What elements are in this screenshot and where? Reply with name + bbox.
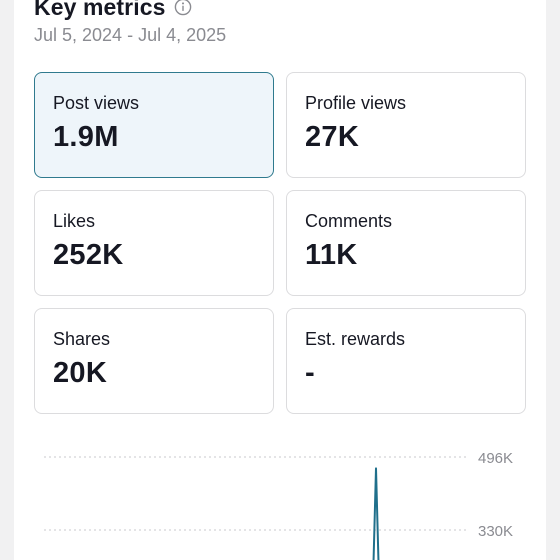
metric-label: Post views xyxy=(53,93,140,113)
page-title: Key metrics xyxy=(34,0,166,20)
date-range[interactable]: Jul 5, 2024 - Jul 4, 2025 xyxy=(34,25,227,45)
post-views-line-chart: 496K 330K xyxy=(44,450,513,560)
metric-label: Profile views xyxy=(305,93,407,113)
metric-value: 11K xyxy=(305,239,358,271)
metric-card-shares[interactable]: Shares 20K xyxy=(34,308,274,414)
metric-card-profile-views[interactable]: Profile views 27K xyxy=(286,72,526,178)
metric-value: 20K xyxy=(53,357,108,389)
y-tick-label-496k: 496K xyxy=(478,450,513,467)
metric-card-comments[interactable]: Comments 11K xyxy=(286,190,526,296)
metric-label: Shares xyxy=(53,329,111,349)
series-line-post-views xyxy=(372,467,380,560)
metrics-grid: Post views 1.9M Profile views 27K Likes … xyxy=(34,72,526,414)
info-circle-icon[interactable] xyxy=(174,0,192,16)
metric-card-post-views[interactable]: Post views 1.9M xyxy=(34,72,274,178)
y-tick-label-330k: 330K xyxy=(478,523,513,540)
metric-label: Comments xyxy=(305,211,393,231)
metric-value: 27K xyxy=(305,121,360,153)
metric-label: Est. rewards xyxy=(305,329,406,349)
metric-value: - xyxy=(305,357,315,389)
metric-value: 252K xyxy=(53,239,124,271)
metric-card-likes[interactable]: Likes 252K xyxy=(34,190,274,296)
metric-card-est-rewards[interactable]: Est. rewards - xyxy=(286,308,526,414)
metric-value: 1.9M xyxy=(53,121,119,153)
key-metrics-header: Key metrics xyxy=(34,0,192,22)
metric-label: Likes xyxy=(53,211,96,231)
